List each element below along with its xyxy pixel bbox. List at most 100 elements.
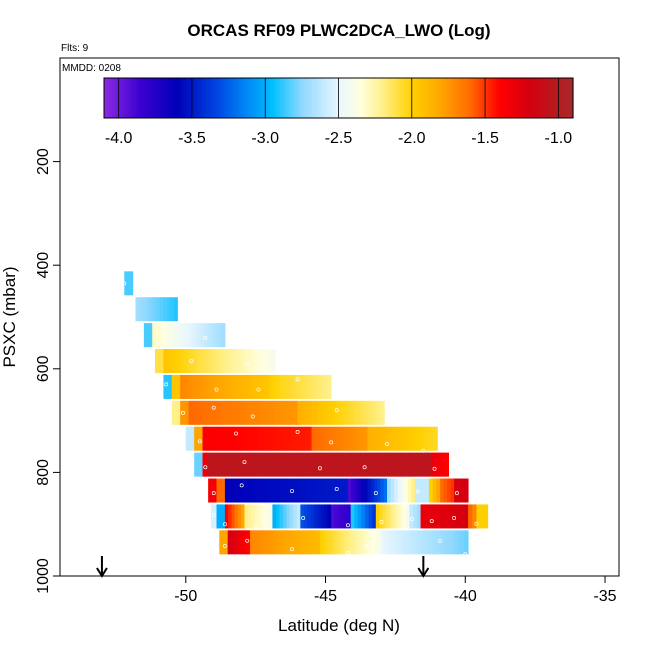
colorbar-swatch (338, 78, 343, 118)
colorbar-swatch (124, 78, 129, 118)
heatmap-cell (410, 426, 415, 451)
heatmap-cell (370, 426, 375, 451)
heatmap-cell (272, 478, 277, 503)
colorbar-swatch (464, 78, 469, 118)
heatmap-cell (450, 530, 455, 555)
heatmap-cell (253, 400, 258, 425)
heatmap-cell (303, 374, 308, 399)
heatmap-cell (359, 400, 364, 425)
heatmap-cell (384, 452, 389, 477)
heatmap-cell (240, 426, 244, 451)
heatmap-cell (156, 297, 161, 322)
heatmap-cell (253, 530, 258, 555)
sample-point (365, 544, 370, 548)
heatmap-cell (277, 400, 282, 425)
heatmap-cell (356, 426, 361, 451)
heatmap-cell (269, 452, 274, 477)
heatmap-cell (306, 530, 311, 555)
heatmap-cell (304, 426, 309, 451)
colorbar-swatch (177, 78, 181, 118)
heatmap-cell (241, 504, 245, 529)
colorbar-swatch (145, 78, 149, 118)
heatmap-cell (313, 530, 318, 555)
heatmap-cell (260, 400, 265, 425)
colorbar: -4.0 -3.5 -3.0 -2.5 -2.0 -1.5 -1.0 (103, 77, 574, 147)
heatmap-cell (250, 530, 254, 555)
heatmap-cell (204, 374, 209, 399)
heatmap-cell (268, 504, 273, 529)
heatmap-cell (283, 374, 288, 399)
heatmap-cell (447, 478, 452, 503)
heatmap-cell (289, 504, 294, 529)
heatmap-cell (397, 426, 402, 451)
heatmap-cell (231, 478, 236, 503)
heatmap-cell (433, 426, 438, 451)
colorbar-tick-label: -2.0 (398, 130, 426, 147)
heatmap-cell (198, 400, 203, 425)
heatmap-cell (457, 478, 462, 503)
colorbar-swatch (309, 78, 313, 118)
heatmap-cell (286, 530, 291, 555)
sample-point (290, 547, 294, 552)
heatmap-cell (202, 426, 207, 451)
colorbar-swatch (142, 78, 146, 118)
heatmap-cell (237, 530, 241, 555)
heatmap-cell (416, 530, 421, 555)
heatmap-cell (401, 452, 406, 477)
heatmap-cell (343, 530, 348, 555)
colorbar-swatch (106, 78, 111, 118)
colorbar-swatch (156, 78, 161, 118)
heatmap-cell (128, 271, 134, 296)
heatmap-cell (385, 504, 390, 529)
colorbar-swatch (534, 78, 539, 118)
heatmap-cell (357, 504, 362, 529)
heatmap-cell (347, 530, 352, 555)
heatmap-cell (273, 400, 278, 425)
plot-frame (59, 57, 620, 577)
y-tick-label: 600 (35, 355, 52, 382)
heatmap-cell (351, 478, 355, 503)
heatmap-cell (265, 504, 270, 529)
colorbar-swatch (147, 78, 152, 118)
heatmap-cell (421, 478, 426, 503)
heatmap-cell (268, 349, 273, 374)
heatmap-cell (237, 349, 242, 374)
colorbar-swatch (326, 78, 331, 118)
heatmap-cell (357, 530, 362, 555)
heatmap-cell (339, 426, 344, 451)
heatmap-cell (390, 478, 395, 503)
colorbar-swatch (203, 78, 208, 118)
heatmap-cell (323, 478, 328, 503)
heatmap-cell (429, 530, 434, 555)
colorbar-swatch (467, 78, 472, 118)
heatmap-cell (307, 374, 312, 399)
colorbar-swatch (150, 78, 155, 118)
colorbar-swatch (130, 78, 134, 118)
heatmap-cell (250, 426, 255, 451)
heatmap-cell (412, 530, 417, 555)
y-axis: 200 400 600 800 1000 (35, 148, 60, 594)
colorbar-swatch (449, 78, 454, 118)
heatmap-cell (280, 426, 285, 451)
heatmap-cell (176, 349, 181, 374)
heatmap-cell (330, 530, 335, 555)
heatmap-cell (306, 478, 311, 503)
heatmap-cell (193, 374, 198, 399)
heatmap-cell (373, 478, 378, 503)
heatmap-cell (239, 400, 244, 425)
heatmap-cell (356, 400, 361, 425)
heatmap-cell (323, 530, 328, 555)
heatmap-cell (262, 452, 267, 477)
colorbar-tick-label: -4.0 (105, 130, 133, 147)
heatmap-cell (303, 504, 308, 529)
colorbar-swatch (153, 78, 158, 118)
heatmap-cell (377, 452, 382, 477)
heatmap-cell (279, 452, 284, 477)
heatmap-cell (299, 530, 304, 555)
colorbar-swatch (271, 78, 275, 118)
heatmap-cell (179, 323, 184, 348)
heatmap-cell (390, 426, 395, 451)
heatmap-cell (248, 374, 253, 399)
heatmap-cell (221, 349, 225, 374)
heatmap-cell (411, 478, 416, 503)
